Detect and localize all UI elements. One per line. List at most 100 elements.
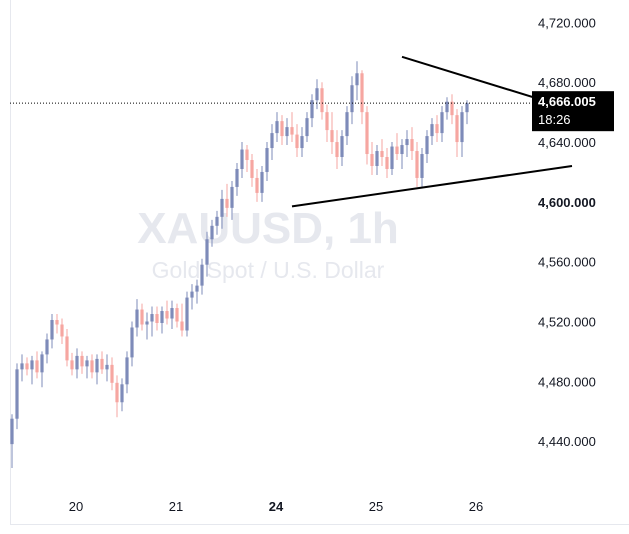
candle-body	[405, 139, 409, 146]
candle-body	[125, 357, 129, 385]
candle-body	[310, 100, 314, 119]
watermark-description: Gold Spot / U.S. Dollar	[152, 257, 385, 283]
candle	[180, 303, 184, 337]
candle-body	[155, 314, 159, 324]
candle	[150, 306, 154, 337]
y-tick-label: 4,720.000	[538, 15, 596, 30]
candle	[285, 118, 289, 146]
candle-body	[205, 239, 209, 265]
candle-body	[415, 151, 419, 178]
watermark-symbol: XAUUSD, 1h	[137, 204, 399, 253]
candle-body	[105, 364, 109, 370]
candle	[130, 321, 134, 367]
x-tick-label: 24	[269, 499, 284, 514]
candle	[400, 139, 404, 169]
candle	[120, 378, 124, 412]
candle	[365, 106, 369, 165]
candle-body	[450, 101, 454, 116]
candle	[325, 104, 329, 143]
candle-body	[250, 160, 254, 178]
candle-body	[285, 127, 289, 137]
candle	[30, 355, 34, 385]
candle	[95, 354, 99, 385]
price-axis[interactable]: 4,720.000 4,680.000 4,640.000 4,600.000 4,56…	[538, 15, 596, 449]
candle	[245, 145, 249, 172]
y-tick-label: 4,600.000	[538, 195, 596, 210]
candle	[380, 139, 384, 166]
candle	[140, 303, 144, 331]
candle	[335, 130, 339, 169]
candle-body	[455, 115, 459, 143]
candle	[85, 355, 89, 379]
candle	[310, 94, 314, 128]
candle	[425, 130, 429, 163]
candle-body	[320, 88, 324, 113]
trendline[interactable]	[291, 164, 573, 208]
candle	[340, 130, 344, 166]
candle-body	[25, 363, 29, 370]
candle	[115, 375, 119, 418]
candle-body	[385, 157, 389, 169]
time-axis[interactable]: 20 21 24 25 26	[69, 499, 483, 514]
candle-body	[445, 101, 449, 113]
candle	[280, 115, 284, 146]
candle-body	[85, 360, 89, 367]
candle	[70, 352, 74, 376]
candle-body	[65, 336, 69, 361]
y-tick-label: 4,560.000	[538, 255, 596, 270]
candle	[415, 142, 419, 187]
candle	[445, 97, 449, 120]
candle-body	[120, 384, 124, 403]
candle-body	[180, 321, 184, 331]
candle	[80, 351, 84, 374]
candle-body	[80, 355, 84, 367]
candle-body	[370, 154, 374, 166]
candle	[210, 219, 214, 247]
candle-body	[70, 360, 74, 370]
candle-body	[240, 149, 244, 169]
candle-body	[170, 308, 174, 319]
chart-area[interactable]	[10, 0, 629, 525]
candle-body	[235, 168, 239, 187]
candle-body	[325, 112, 329, 131]
candle	[10, 414, 14, 469]
candle-body	[365, 112, 369, 155]
candle	[75, 348, 79, 379]
candle-body	[260, 171, 264, 193]
candle-body	[435, 124, 439, 134]
candles-group	[10, 61, 469, 469]
candle	[230, 180, 234, 220]
x-tick-label: 25	[369, 499, 383, 514]
candle-body	[195, 285, 199, 292]
candle	[165, 300, 169, 325]
candle	[135, 299, 139, 337]
candle	[430, 118, 434, 146]
candle-body	[400, 145, 404, 155]
candle-body	[215, 216, 219, 226]
candle	[405, 130, 409, 158]
candle-body	[465, 103, 469, 113]
candle-body	[265, 148, 269, 172]
candle	[40, 351, 44, 388]
candle-body	[395, 146, 399, 155]
candle-body	[60, 324, 64, 337]
candle	[370, 142, 374, 175]
candle	[205, 231, 209, 277]
symbol-watermark: XAUUSD, 1h Gold Spot / U.S. Dollar	[137, 204, 399, 283]
candle	[375, 145, 379, 175]
candle	[390, 142, 394, 175]
candle	[50, 314, 54, 349]
candle-body	[30, 360, 34, 370]
candle	[295, 124, 299, 158]
candle	[395, 133, 399, 161]
candle	[20, 354, 24, 382]
candle	[170, 300, 174, 329]
candle-body	[145, 321, 149, 325]
candle	[435, 115, 439, 143]
candle-body	[410, 139, 414, 152]
candle-body	[280, 121, 284, 137]
candle-body	[420, 154, 424, 178]
candle-body	[150, 314, 154, 322]
candle	[45, 333, 49, 364]
